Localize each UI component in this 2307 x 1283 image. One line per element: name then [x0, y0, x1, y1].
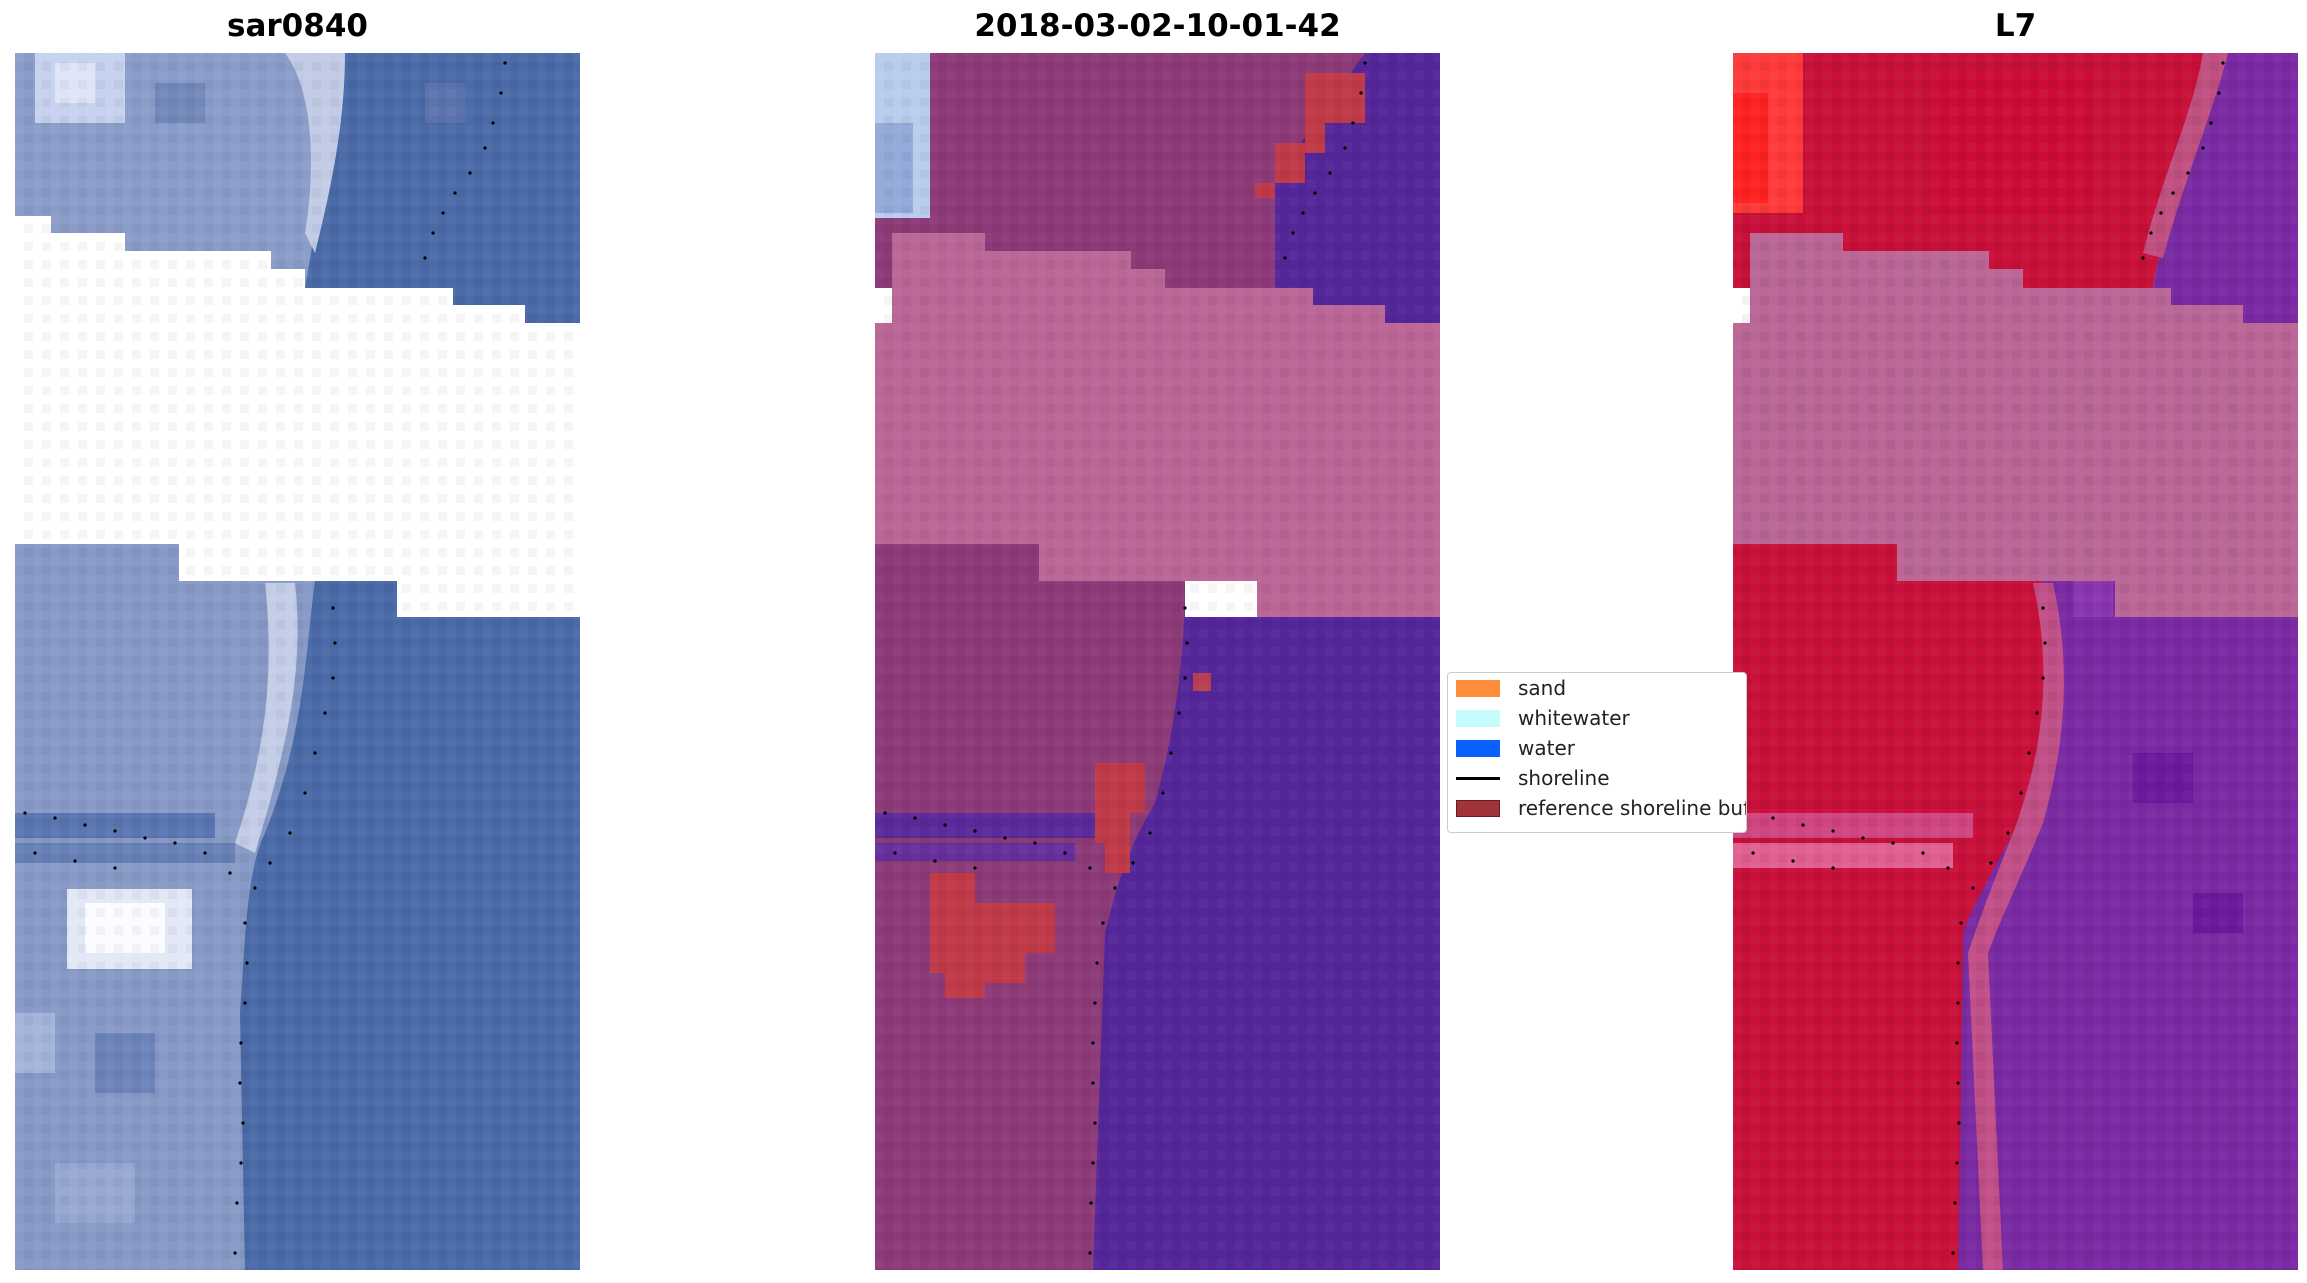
- legend-swatch-whitewater: [1456, 709, 1500, 727]
- panel-title-classified: 2018-03-02-10-01-42: [974, 8, 1341, 44]
- false-color-image-panel: [1733, 53, 2298, 1270]
- legend-item-shoreline: shoreline: [1456, 763, 1610, 793]
- legend-swatch-reference-buffer: [1456, 799, 1500, 817]
- panel-title-false-color: L7: [1994, 8, 2037, 44]
- legend: sand whitewater water shoreline referenc…: [1447, 672, 1747, 833]
- classified-image-panel: [875, 53, 1440, 1270]
- legend-item-sand: sand: [1456, 673, 1566, 703]
- panel-title-rgb: sar0840: [227, 8, 368, 44]
- classified-image: [875, 53, 1440, 1270]
- legend-item-water: water: [1456, 733, 1575, 763]
- legend-label-reference-buffer: reference shoreline buffer: [1518, 796, 1747, 820]
- legend-label-water: water: [1518, 736, 1575, 760]
- rgb-image-panel: [15, 53, 580, 1270]
- legend-item-whitewater: whitewater: [1456, 703, 1630, 733]
- legend-item-reference-buffer: reference shoreline buffer: [1456, 793, 1747, 823]
- legend-swatch-water: [1456, 739, 1500, 757]
- legend-swatch-sand: [1456, 679, 1500, 697]
- legend-label-whitewater: whitewater: [1518, 706, 1630, 730]
- false-color-image: [1733, 53, 2298, 1270]
- legend-label-sand: sand: [1518, 676, 1567, 700]
- legend-label-shoreline: shoreline: [1518, 766, 1610, 790]
- rgb-satellite-image: [15, 53, 580, 1270]
- legend-line-shoreline: [1456, 776, 1500, 780]
